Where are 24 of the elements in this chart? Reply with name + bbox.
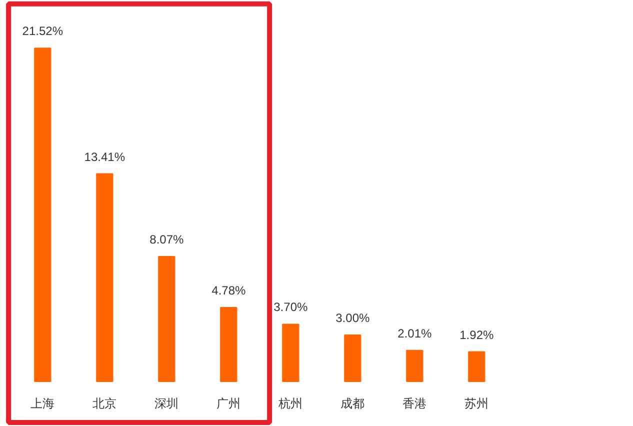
data-label: 8.07%	[150, 232, 184, 246]
bar	[468, 351, 486, 382]
x-tick-label: 北京	[92, 396, 117, 410]
data-label: 3.00%	[336, 311, 370, 326]
bar	[158, 256, 176, 382]
bar	[344, 334, 362, 382]
bar	[34, 48, 52, 382]
data-label: 2.01%	[398, 326, 432, 340]
x-tick-label: 杭州	[278, 396, 303, 410]
bar	[406, 350, 424, 382]
bar	[96, 173, 114, 382]
x-tick-label: 苏州	[464, 396, 489, 410]
data-label: 3.70%	[274, 300, 308, 314]
x-tick-label: 成都	[340, 396, 365, 410]
x-tick-label: 广州	[216, 396, 241, 410]
data-label: 1.92%	[460, 328, 494, 342]
data-label: 13.41%	[84, 150, 126, 164]
x-tick-label: 上海	[30, 396, 55, 410]
data-label: 21.52%	[22, 24, 64, 38]
x-tick-label: 深圳	[154, 396, 179, 410]
bar	[282, 324, 300, 382]
x-tick-label: 香港	[402, 396, 427, 410]
bar	[220, 306, 238, 382]
data-label: 4.78%	[212, 283, 246, 298]
